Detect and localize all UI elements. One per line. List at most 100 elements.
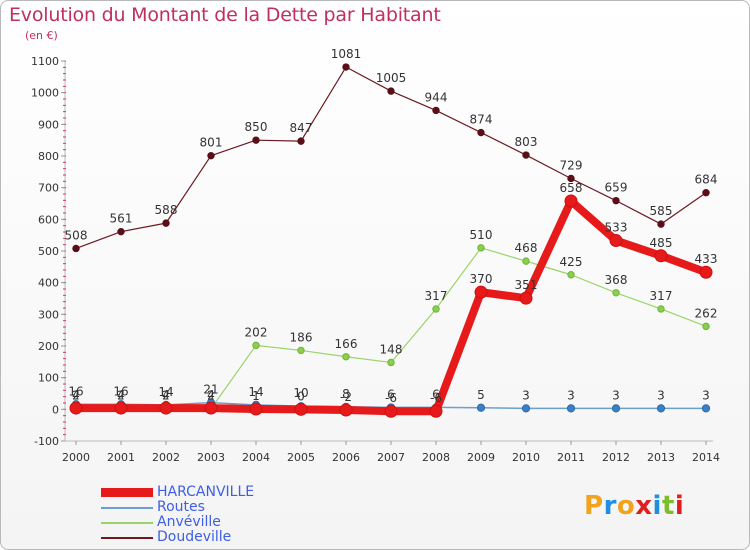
data-point: [339, 403, 353, 417]
data-label: 14: [248, 385, 263, 399]
data-label: 351: [515, 278, 538, 292]
logo-letter: i: [652, 491, 662, 521]
x-tick-label: 2012: [602, 451, 630, 464]
data-point: [387, 87, 395, 95]
x-tick-label: 2004: [242, 451, 270, 464]
data-point: [477, 128, 485, 137]
logo-letter: r: [603, 491, 617, 521]
data-point: [114, 401, 128, 415]
data-label: 659: [605, 181, 628, 195]
y-tick-label: 200: [38, 340, 59, 353]
data-point: [474, 285, 488, 299]
y-tick-label: 700: [38, 182, 59, 195]
legend-swatch-routes: [101, 506, 153, 509]
data-label: 4: [162, 388, 170, 402]
proxiti-logo: Proxiti: [584, 491, 684, 521]
y-tick-label: 300: [38, 308, 59, 321]
y-tick-label: 400: [38, 277, 59, 290]
data-label: 485: [650, 236, 673, 250]
data-label: 5: [477, 388, 485, 402]
data-label: 8: [342, 387, 350, 401]
data-label: 317: [425, 289, 448, 303]
data-point: [657, 305, 665, 313]
data-label: 533: [605, 221, 628, 235]
chart-unit: (en €): [25, 29, 58, 42]
data-point: [117, 227, 125, 236]
data-label: 6: [432, 387, 440, 401]
y-tick-label: 1100: [31, 55, 59, 68]
y-tick-label: 500: [38, 245, 59, 258]
data-label: 684: [695, 173, 718, 187]
data-point: [432, 305, 440, 313]
x-tick-label: 2001: [107, 451, 135, 464]
data-label: -6: [385, 391, 397, 405]
legend-item-routes: Routes: [101, 500, 254, 515]
logo-letter: i: [674, 491, 685, 521]
data-point: [297, 137, 305, 145]
data-label: 262: [695, 306, 718, 320]
legend-swatch-harcanville: [101, 488, 153, 497]
data-point: [249, 402, 263, 416]
data-label: 370: [470, 272, 493, 286]
data-point: [612, 289, 620, 297]
data-point: [204, 401, 218, 415]
data-point: [609, 234, 623, 248]
x-tick-label: 2007: [377, 451, 405, 464]
data-label: 186: [290, 330, 313, 344]
y-tick-label: 0: [52, 403, 59, 416]
data-point: [656, 404, 666, 413]
logo-letter: t: [661, 491, 675, 521]
data-label: 1: [252, 389, 260, 403]
data-label: 588: [155, 203, 178, 217]
x-tick-label: 2009: [467, 451, 495, 464]
data-label: 433: [695, 252, 718, 266]
y-tick-label: 900: [38, 118, 59, 131]
legend-item-doudeville: Doudeville: [101, 530, 254, 545]
data-label: 368: [605, 273, 628, 287]
legend-item-harcanville: HARCANVILLE: [101, 485, 254, 500]
data-point: [612, 196, 620, 205]
data-label: 3: [612, 388, 620, 402]
data-label: 2: [72, 389, 80, 403]
data-point: [387, 358, 395, 367]
data-point: [611, 404, 621, 413]
data-label: 3: [657, 388, 665, 402]
data-point: [701, 404, 711, 413]
data-label: 4: [207, 388, 215, 402]
data-label: 729: [560, 158, 583, 172]
x-tick-label: 2000: [62, 451, 90, 464]
data-point: [566, 404, 576, 413]
data-point: [567, 174, 575, 183]
data-label: 3: [567, 388, 575, 402]
data-point: [429, 404, 443, 418]
data-label: 3: [702, 388, 710, 402]
data-label: 0: [297, 389, 305, 403]
data-label: 468: [515, 241, 538, 255]
data-label: 4: [72, 388, 80, 402]
data-point: [162, 219, 170, 227]
data-point: [342, 63, 350, 71]
data-label: -6: [430, 391, 442, 405]
data-point: [477, 244, 485, 252]
logo-letter: x: [635, 491, 653, 521]
data-point: [702, 189, 710, 197]
y-tick-label: 800: [38, 150, 59, 163]
legend-label-doudeville: Doudeville: [157, 529, 232, 545]
x-tick-label: 2003: [197, 451, 225, 464]
data-label: 2: [207, 389, 215, 403]
x-tick-label: 2008: [422, 451, 450, 464]
x-tick-label: 2011: [557, 451, 585, 464]
logo-letter: P: [584, 491, 604, 521]
data-label: 166: [335, 337, 358, 351]
data-point: [159, 401, 173, 415]
data-label: 561: [110, 212, 133, 226]
data-label: 16: [68, 384, 83, 398]
data-point: [521, 404, 531, 413]
data-label: 202: [245, 325, 268, 339]
data-label: 1081: [331, 47, 362, 61]
data-point: [476, 403, 486, 412]
legend-label-routes: Routes: [157, 499, 205, 515]
data-point: [294, 402, 308, 416]
data-label: 801: [200, 136, 223, 150]
